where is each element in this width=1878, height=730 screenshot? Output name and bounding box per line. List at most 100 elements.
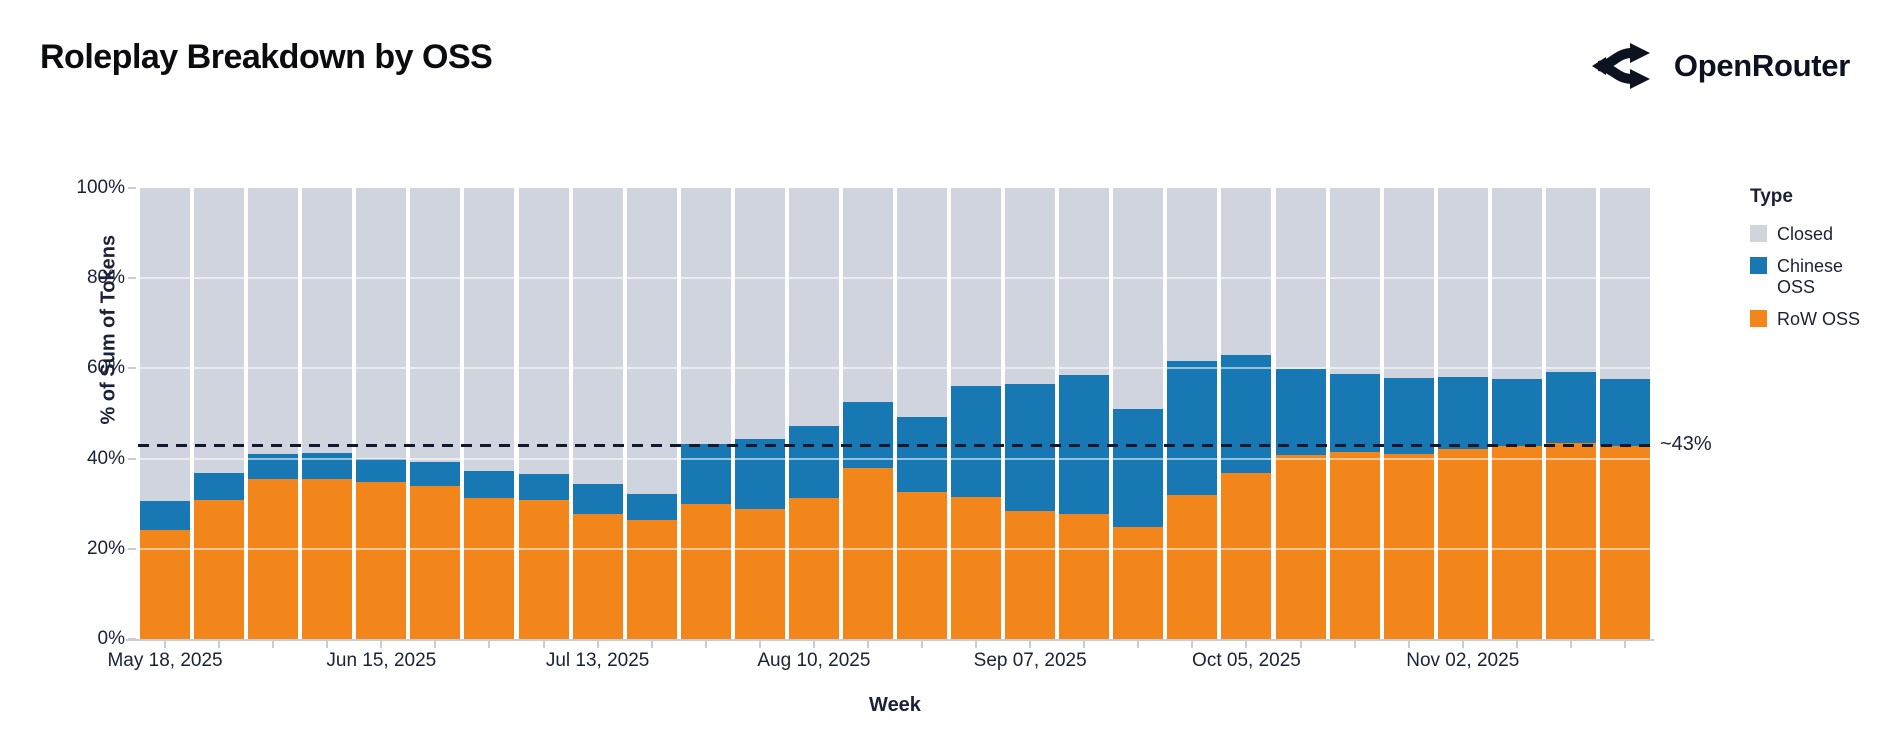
legend-title: Type	[1750, 186, 1793, 207]
y-tick-label: 100%	[76, 177, 125, 198]
bar-segment-row-oss	[1599, 446, 1650, 639]
bar-segment-row-oss	[194, 500, 245, 639]
gridline-80	[138, 277, 1652, 280]
brand-name: OpenRouter	[1673, 48, 1850, 83]
bar-segment-row-oss	[464, 497, 515, 639]
bar-segment-row-oss	[1437, 448, 1488, 639]
bar-Jun 08, 2025	[302, 188, 353, 639]
gridline-20	[138, 547, 1652, 550]
y-tick-label: 20%	[86, 537, 125, 559]
bar-segment-row-oss	[951, 496, 1002, 639]
openrouter-logo-icon	[1591, 43, 1650, 89]
legend-swatch	[1750, 256, 1767, 274]
bar-segment-chinese-oss	[302, 452, 353, 479]
bar-segment-chinese-oss	[410, 461, 461, 487]
bar-segment-row-oss	[1059, 513, 1110, 639]
bar-Aug 17, 2025	[842, 188, 893, 639]
bar-segment-row-oss	[1005, 510, 1056, 639]
bar-segment-chinese-oss	[626, 493, 677, 521]
x-tick	[650, 641, 653, 648]
x-tick	[1461, 641, 1464, 648]
bar-segment-row-oss	[1167, 494, 1218, 639]
bar-segment-chinese-oss	[1167, 361, 1218, 495]
bar-Aug 10, 2025	[788, 188, 839, 639]
x-tick	[1137, 641, 1140, 648]
x-tick	[488, 641, 491, 648]
x-tick-label: Jul 13, 2025	[545, 650, 650, 671]
x-tick	[380, 641, 383, 648]
bar-Jun 01, 2025	[248, 188, 299, 639]
bar-segment-chinese-oss	[518, 473, 569, 501]
x-axis-line	[126, 639, 1654, 641]
bar-Jun 15, 2025	[356, 188, 407, 639]
bar-segment-row-oss	[1383, 453, 1434, 639]
bar-Oct 12, 2025	[1275, 188, 1326, 639]
x-tick-label: Oct 05, 2025	[1192, 650, 1301, 671]
legend-item-row-oss: RoW OSS	[1750, 309, 1876, 331]
x-tick	[326, 641, 329, 648]
bar-segment-row-oss	[1545, 443, 1596, 639]
bar-segment-chinese-oss	[1383, 377, 1434, 454]
bar-segment-chinese-oss	[1113, 409, 1164, 527]
bar-Nov 02, 2025	[1437, 188, 1488, 639]
bar-segment-chinese-oss	[194, 472, 245, 501]
x-tick	[1083, 641, 1086, 648]
x-tick-label: Nov 02, 2025	[1406, 650, 1520, 671]
x-tick	[704, 641, 707, 648]
bar-Aug 24, 2025	[897, 188, 948, 639]
x-tick-label: May 18, 2025	[107, 650, 223, 671]
gridline-60	[138, 367, 1652, 370]
bar-segment-row-oss	[1491, 445, 1542, 639]
bar-segment-chinese-oss	[680, 443, 731, 504]
x-tick	[1515, 641, 1518, 648]
bar-Sep 14, 2025	[1059, 188, 1110, 639]
x-tick	[1623, 641, 1626, 648]
bar-segment-row-oss	[897, 491, 948, 639]
x-tick	[434, 641, 437, 648]
x-tick	[1191, 641, 1194, 648]
y-tick-label: 40%	[86, 447, 125, 469]
bar-Oct 05, 2025	[1221, 188, 1272, 639]
bar-Jul 06, 2025	[518, 188, 569, 639]
legend-item-chinese-oss: Chinese OSS	[1750, 256, 1876, 299]
bar-Oct 26, 2025	[1383, 188, 1434, 639]
legend-swatch	[1750, 309, 1767, 327]
x-tick	[596, 641, 599, 648]
bar-segment-row-oss	[626, 520, 677, 639]
legend-label: RoW OSS	[1777, 308, 1861, 329]
y-tick-label: 60%	[86, 357, 125, 379]
bar-segment-row-oss	[572, 514, 623, 639]
bar-segment-row-oss	[1329, 451, 1380, 639]
x-tick	[164, 641, 167, 648]
bar-May 25, 2025	[194, 188, 245, 639]
legend: Type Closed Chinese OSS RoW OSS	[1750, 186, 1876, 340]
bar-Aug 03, 2025	[734, 188, 785, 639]
bar-segment-chinese-oss	[1545, 371, 1596, 444]
bar-segment-chinese-oss	[572, 484, 623, 515]
bar-Nov 16, 2025	[1545, 188, 1596, 639]
bar-segment-chinese-oss	[356, 458, 407, 483]
gridline-40	[138, 457, 1652, 460]
x-tick	[218, 641, 221, 648]
reference-line	[138, 444, 1652, 448]
bar-segment-row-oss	[356, 482, 407, 639]
bar-Nov 23, 2025	[1599, 188, 1650, 639]
reference-line-label: ~43%	[1660, 433, 1712, 456]
x-tick	[1029, 641, 1032, 648]
x-tick	[866, 641, 869, 648]
bar-Nov 09, 2025	[1491, 188, 1542, 639]
legend-items: Closed Chinese OSS RoW OSS	[1750, 224, 1876, 330]
bar-segment-chinese-oss	[1491, 379, 1542, 446]
y-tick	[128, 457, 136, 460]
bar-segment-chinese-oss	[140, 501, 191, 531]
bar-segment-row-oss	[788, 498, 839, 639]
bar-segment-chinese-oss	[951, 386, 1002, 497]
x-tick-label: Jun 15, 2025	[326, 650, 437, 671]
bar-Jul 27, 2025	[680, 188, 731, 639]
legend-item-closed: Closed	[1750, 224, 1876, 246]
bar-segment-row-oss	[842, 468, 893, 639]
bar-segment-row-oss	[410, 486, 461, 639]
bar-Aug 31, 2025	[951, 188, 1002, 639]
x-tick	[921, 641, 924, 648]
